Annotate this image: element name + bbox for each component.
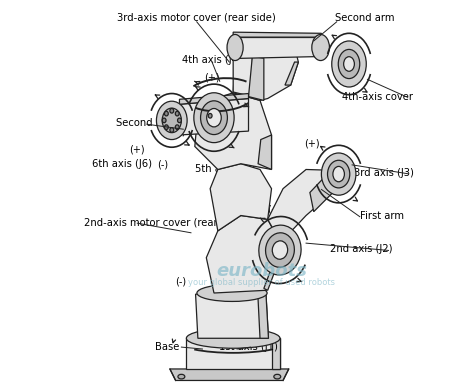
Ellipse shape <box>312 34 329 60</box>
Text: (-): (-) <box>259 238 271 248</box>
Polygon shape <box>210 164 272 231</box>
Polygon shape <box>233 37 298 100</box>
Text: (-): (-) <box>326 159 337 169</box>
Text: Base: Base <box>155 342 180 352</box>
Ellipse shape <box>328 160 350 188</box>
Ellipse shape <box>164 125 168 129</box>
Polygon shape <box>268 169 337 243</box>
Ellipse shape <box>170 128 173 132</box>
Polygon shape <box>248 56 264 100</box>
Text: (-): (-) <box>212 154 223 164</box>
Polygon shape <box>258 290 268 338</box>
Text: Second arm: Second arm <box>335 13 394 23</box>
Text: Second arm cover: Second arm cover <box>116 119 206 129</box>
Ellipse shape <box>265 233 294 267</box>
Text: First arm: First arm <box>360 211 404 221</box>
Ellipse shape <box>178 118 182 123</box>
Ellipse shape <box>338 49 360 79</box>
Ellipse shape <box>178 374 185 379</box>
Text: 5th axis (J5): 5th axis (J5) <box>195 164 255 174</box>
Polygon shape <box>272 338 280 369</box>
Ellipse shape <box>170 109 173 113</box>
Text: 2nd axis (J2): 2nd axis (J2) <box>330 244 392 254</box>
Text: (+): (+) <box>267 205 283 215</box>
Ellipse shape <box>186 328 280 348</box>
Ellipse shape <box>156 101 187 139</box>
Polygon shape <box>233 37 321 58</box>
Ellipse shape <box>333 166 345 182</box>
Text: 2nd-axis motor cover (rear side): 2nd-axis motor cover (rear side) <box>83 218 245 228</box>
Ellipse shape <box>197 285 267 301</box>
Text: 1st axis (J1): 1st axis (J1) <box>219 342 278 352</box>
Ellipse shape <box>175 111 179 116</box>
Polygon shape <box>258 135 272 169</box>
Text: 6th axis (J6): 6th axis (J6) <box>92 159 152 169</box>
Text: (-): (-) <box>216 137 227 147</box>
Ellipse shape <box>227 34 243 60</box>
Text: (+): (+) <box>170 126 185 136</box>
Ellipse shape <box>162 108 182 133</box>
Ellipse shape <box>164 111 168 116</box>
Ellipse shape <box>201 101 228 135</box>
Polygon shape <box>180 94 248 104</box>
Polygon shape <box>233 32 321 37</box>
Polygon shape <box>264 243 280 290</box>
Ellipse shape <box>194 93 234 142</box>
Polygon shape <box>180 99 248 135</box>
Text: 3rd-axis motor cover (rear side): 3rd-axis motor cover (rear side) <box>118 13 276 23</box>
Text: (+): (+) <box>304 138 319 148</box>
Ellipse shape <box>344 57 355 71</box>
Polygon shape <box>206 216 280 293</box>
Ellipse shape <box>207 109 221 127</box>
Ellipse shape <box>259 225 301 275</box>
Text: (-): (-) <box>174 276 186 286</box>
Polygon shape <box>310 170 337 212</box>
Polygon shape <box>233 56 252 97</box>
Polygon shape <box>170 369 289 380</box>
Ellipse shape <box>208 114 212 118</box>
Text: 3rd axis (J3): 3rd axis (J3) <box>354 168 413 178</box>
Text: 4th axis (J4): 4th axis (J4) <box>182 55 242 65</box>
Ellipse shape <box>274 374 281 379</box>
Polygon shape <box>285 62 298 85</box>
Polygon shape <box>196 290 268 338</box>
Polygon shape <box>195 93 272 169</box>
Ellipse shape <box>272 241 288 259</box>
Polygon shape <box>186 338 280 369</box>
Text: your global supplier of used robots: your global supplier of used robots <box>189 278 336 287</box>
Ellipse shape <box>162 118 166 123</box>
Ellipse shape <box>321 153 356 195</box>
Ellipse shape <box>332 41 366 87</box>
Text: eurobots: eurobots <box>217 262 308 280</box>
Text: (-): (-) <box>156 159 168 169</box>
Text: (+): (+) <box>204 72 220 82</box>
Text: (+): (+) <box>129 144 145 154</box>
Text: 4th-axis cover: 4th-axis cover <box>342 92 413 102</box>
Ellipse shape <box>175 125 179 129</box>
